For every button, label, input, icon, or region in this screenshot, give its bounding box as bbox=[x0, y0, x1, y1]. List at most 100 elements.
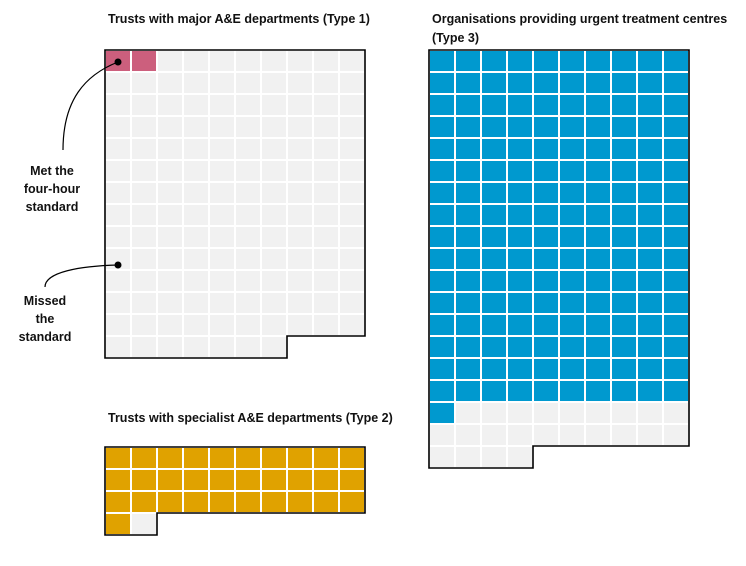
met-cell-type3 bbox=[558, 291, 586, 315]
missed-cell-type1 bbox=[208, 335, 236, 359]
met-cell-type3 bbox=[454, 247, 482, 271]
missed-cell-type1 bbox=[130, 181, 158, 205]
missed-cell-type1 bbox=[234, 137, 262, 161]
missed-cell-type1 bbox=[104, 71, 132, 95]
missed-cell-type1 bbox=[260, 225, 288, 249]
missed-cell-type3 bbox=[662, 423, 690, 447]
missed-cell-type1 bbox=[338, 93, 366, 117]
met-cell-type3 bbox=[480, 159, 508, 183]
met-cell-type3 bbox=[584, 225, 612, 249]
missed-cell-type1 bbox=[208, 49, 236, 73]
missed-cell-type1 bbox=[104, 137, 132, 161]
met-cell-type3 bbox=[428, 401, 456, 425]
missed-cell-type1 bbox=[260, 115, 288, 139]
missed-cell-type1 bbox=[312, 225, 340, 249]
met-cell-type3 bbox=[480, 357, 508, 381]
met-cell-type3 bbox=[584, 49, 612, 73]
met-cell-type3 bbox=[428, 203, 456, 227]
met-cell-type3 bbox=[558, 379, 586, 403]
met-cell-type2 bbox=[312, 468, 340, 492]
met-cell-type3 bbox=[428, 225, 456, 249]
met-cell-type3 bbox=[506, 379, 534, 403]
met-cell-type3 bbox=[428, 159, 456, 183]
missed-cell-type1 bbox=[104, 313, 132, 337]
met-cell-type3 bbox=[428, 291, 456, 315]
missed-cell-type1 bbox=[234, 181, 262, 205]
met-cell-type2 bbox=[182, 468, 210, 492]
met-cell-type3 bbox=[610, 159, 638, 183]
met-cell-type3 bbox=[610, 71, 638, 95]
missed-cell-type3 bbox=[480, 445, 508, 469]
met-cell-type3 bbox=[454, 291, 482, 315]
missed-cell-type1 bbox=[182, 247, 210, 271]
waffle-outline-type1 bbox=[104, 49, 366, 359]
waffle-type2 bbox=[104, 446, 366, 536]
met-cell-type3 bbox=[610, 269, 638, 293]
met-cell-type2 bbox=[260, 490, 288, 514]
missed-cell-type1 bbox=[234, 159, 262, 183]
missed-cell-type1 bbox=[286, 71, 314, 95]
met-annotation-line2: four-hour bbox=[23, 182, 81, 196]
missed-cell-type1 bbox=[338, 159, 366, 183]
met-cell-type3 bbox=[636, 247, 664, 271]
met-cell-type2 bbox=[338, 468, 366, 492]
met-cell-type3 bbox=[610, 379, 638, 403]
met-cell-type3 bbox=[662, 93, 690, 117]
met-cell-type3 bbox=[480, 335, 508, 359]
missed-cell-type1 bbox=[156, 181, 184, 205]
met-cell-type3 bbox=[480, 269, 508, 293]
met-cell-type3 bbox=[454, 93, 482, 117]
met-cell-type1 bbox=[130, 49, 158, 73]
met-cell-type2 bbox=[286, 490, 314, 514]
met-cell-type3 bbox=[636, 49, 664, 73]
missed-cell-type1 bbox=[156, 159, 184, 183]
met-cell-type3 bbox=[428, 137, 456, 161]
met-cell-type3 bbox=[532, 93, 560, 117]
met-cell-type3 bbox=[506, 247, 534, 271]
met-cell-type3 bbox=[506, 203, 534, 227]
missed-leader-dot bbox=[114, 261, 122, 269]
met-cell-type2 bbox=[208, 490, 236, 514]
met-cell-type3 bbox=[636, 71, 664, 95]
missed-cell-type1 bbox=[130, 137, 158, 161]
missed-cell-type1 bbox=[312, 313, 340, 337]
missed-cell-type1 bbox=[208, 93, 236, 117]
missed-cell-type1 bbox=[208, 203, 236, 227]
met-leader-line bbox=[62, 61, 119, 151]
met-cell-type3 bbox=[558, 115, 586, 139]
met-cell-type3 bbox=[506, 115, 534, 139]
met-cell-type3 bbox=[636, 335, 664, 359]
missed-cell-type3 bbox=[584, 423, 612, 447]
met-cell-type3 bbox=[662, 203, 690, 227]
missed-cell-type1 bbox=[312, 71, 340, 95]
met-cell-type3 bbox=[480, 247, 508, 271]
met-cell-type3 bbox=[428, 49, 456, 73]
missed-cell-type3 bbox=[480, 423, 508, 447]
missed-cell-type3 bbox=[662, 401, 690, 425]
met-cell-type3 bbox=[454, 379, 482, 403]
missed-cell-type1 bbox=[286, 159, 314, 183]
met-cell-type2 bbox=[234, 446, 262, 470]
type2-title: Trusts with specialist A&E departments (… bbox=[108, 411, 393, 425]
met-cell-type3 bbox=[506, 225, 534, 249]
met-cell-type3 bbox=[610, 203, 638, 227]
met-cell-type3 bbox=[584, 181, 612, 205]
met-annotation-line1: Met the bbox=[30, 164, 74, 178]
met-cell-type3 bbox=[610, 181, 638, 205]
met-cell-type3 bbox=[532, 225, 560, 249]
missed-cell-type1 bbox=[260, 49, 288, 73]
missed-cell-type1 bbox=[286, 313, 314, 337]
missed-cell-type1 bbox=[286, 181, 314, 205]
missed-cell-type1 bbox=[286, 269, 314, 293]
met-cell-type3 bbox=[506, 49, 534, 73]
missed-annotation: Missed the standard bbox=[3, 292, 87, 346]
met-cell-type3 bbox=[662, 269, 690, 293]
missed-cell-type2 bbox=[130, 512, 158, 536]
met-cell-type3 bbox=[454, 49, 482, 73]
missed-cell-type1 bbox=[104, 159, 132, 183]
met-cell-type3 bbox=[532, 203, 560, 227]
met-cell-type2 bbox=[208, 446, 236, 470]
met-cell-type3 bbox=[610, 335, 638, 359]
missed-cell-type3 bbox=[610, 423, 638, 447]
missed-cell-type1 bbox=[260, 313, 288, 337]
